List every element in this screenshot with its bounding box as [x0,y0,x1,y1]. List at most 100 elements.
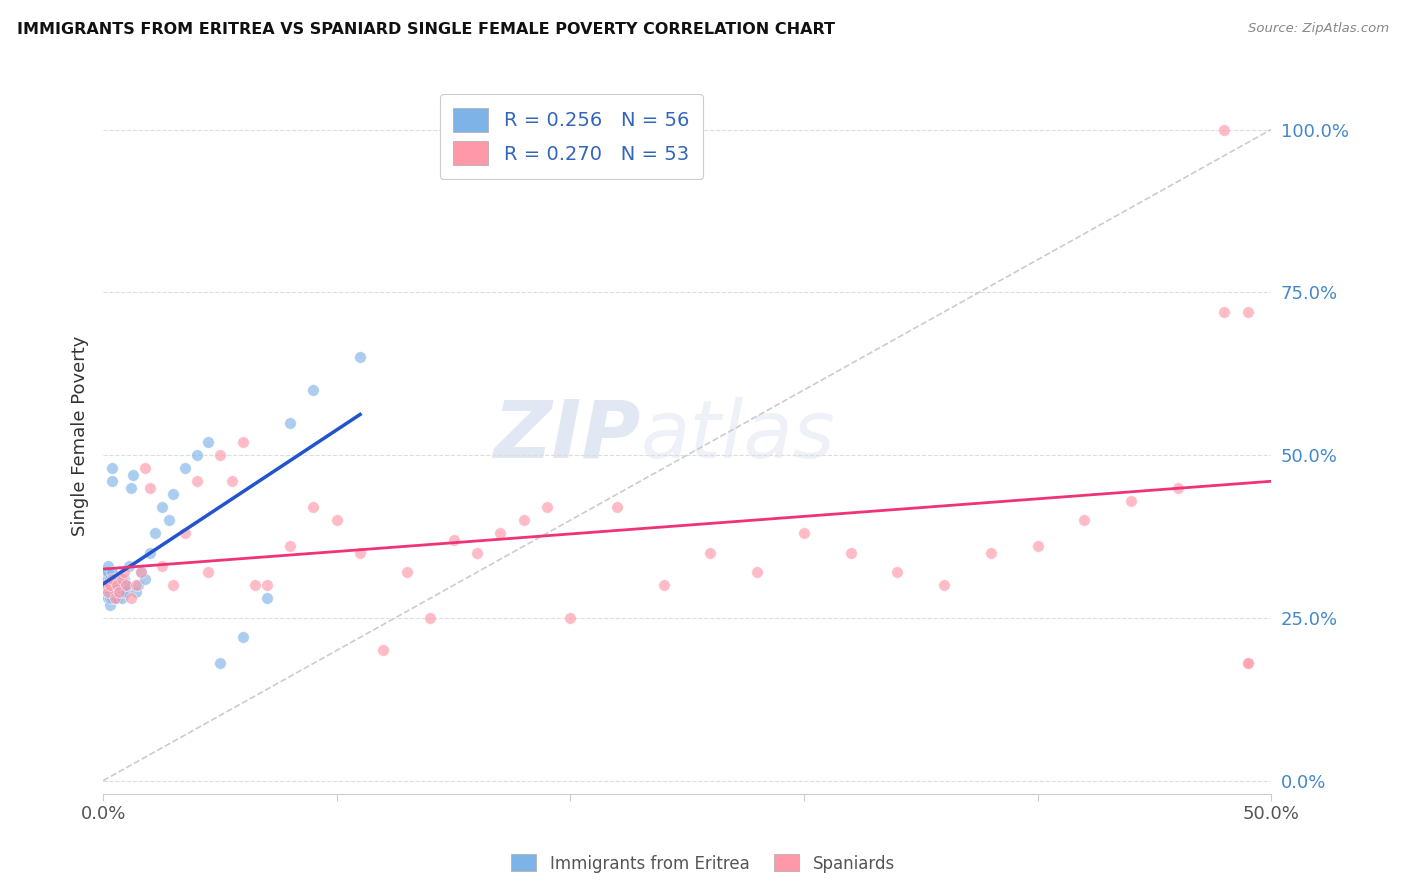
Text: ZIP: ZIP [494,397,640,475]
Point [129,566,152,580]
Point [98,578,121,592]
Point [157,513,180,527]
Point [105,578,128,592]
Point [105,591,128,606]
Point [1213,305,1236,319]
Point [111,591,134,606]
Point [373,643,395,657]
Point [104,591,127,606]
Point [94,578,117,592]
Point [652,578,675,592]
Point [150,558,173,573]
Y-axis label: Single Female Poverty: Single Female Poverty [72,335,89,536]
Point [97,578,120,592]
Point [101,474,124,488]
Point [1236,305,1258,319]
Point [127,578,149,592]
Point [108,584,131,599]
Point [325,513,347,527]
Point [256,591,278,606]
Point [1236,657,1258,671]
Point [101,572,124,586]
Point [932,578,955,592]
Point [115,584,138,599]
Point [208,657,231,671]
Point [536,500,558,515]
Point [232,435,254,450]
Point [443,533,465,547]
Point [186,474,208,488]
Point [256,578,278,592]
Point [115,578,138,592]
Point [111,584,134,599]
Point [125,584,148,599]
Point [162,487,184,501]
Point [886,566,908,580]
Point [120,481,142,495]
Point [173,526,195,541]
Point [150,500,173,515]
Point [747,566,769,580]
Point [97,572,120,586]
Text: IMMIGRANTS FROM ERITREA VS SPANIARD SINGLE FEMALE POVERTY CORRELATION CHART: IMMIGRANTS FROM ERITREA VS SPANIARD SING… [17,22,835,37]
Point [980,546,1002,560]
Point [134,461,156,475]
Point [112,578,135,592]
Point [278,539,301,553]
Point [111,572,134,586]
Point [1119,493,1142,508]
Point [606,500,628,515]
Point [278,416,301,430]
Point [101,566,124,580]
Point [560,611,582,625]
Point [302,500,325,515]
Point [104,584,127,599]
Point [839,546,862,560]
Point [118,558,141,573]
Point [120,591,142,606]
Point [1213,122,1236,136]
Point [139,546,162,560]
Point [1236,657,1258,671]
Point [465,546,488,560]
Point [105,578,128,592]
Point [115,578,138,592]
Point [302,383,325,397]
Point [143,526,166,541]
Point [232,631,254,645]
Point [98,584,121,599]
Point [419,611,441,625]
Point [104,572,127,586]
Point [94,566,117,580]
Point [101,461,124,475]
Point [489,526,512,541]
Point [243,578,266,592]
Text: Source: ZipAtlas.com: Source: ZipAtlas.com [1249,22,1389,36]
Point [98,598,121,612]
Point [208,448,231,462]
Point [97,558,120,573]
Point [197,435,219,450]
Point [122,467,145,482]
Point [97,584,120,599]
Point [94,572,117,586]
Point [101,591,124,606]
Point [112,566,135,580]
Point [94,578,117,592]
Point [699,546,721,560]
Point [125,578,148,592]
Point [173,461,195,475]
Point [186,448,208,462]
Point [349,351,371,365]
Text: atlas: atlas [640,397,835,475]
Point [104,578,127,592]
Legend: Immigrants from Eritrea, Spaniards: Immigrants from Eritrea, Spaniards [505,847,901,880]
Point [793,526,815,541]
Point [98,572,121,586]
Point [97,591,120,606]
Point [134,572,156,586]
Point [104,591,127,606]
Point [1026,539,1049,553]
Point [1167,481,1189,495]
Legend: R = 0.256   N = 56, R = 0.270   N = 53: R = 0.256 N = 56, R = 0.270 N = 53 [440,95,703,178]
